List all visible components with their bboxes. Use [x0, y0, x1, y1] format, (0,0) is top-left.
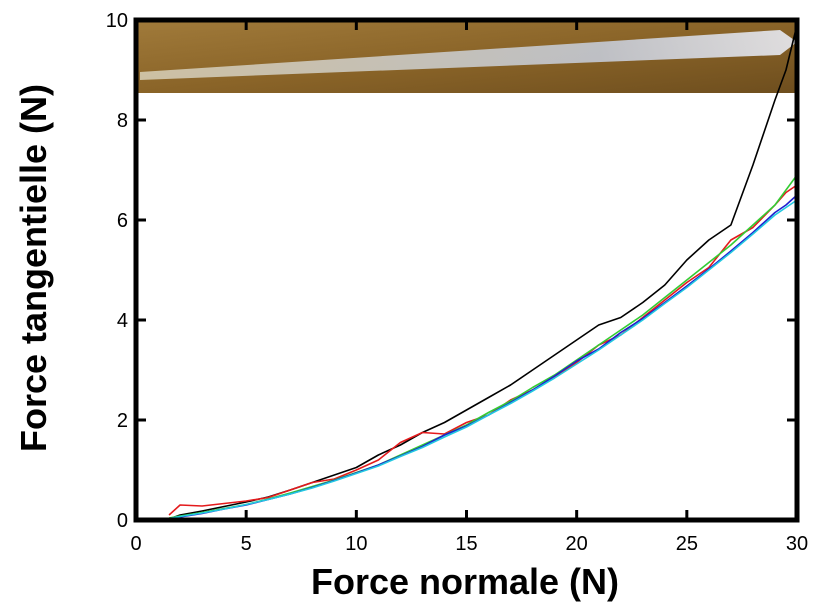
inset-photo: [136, 22, 797, 93]
y-tick-label: 4: [117, 310, 128, 332]
x-tick-label: 25: [676, 533, 698, 555]
x-tick-label: 10: [345, 533, 367, 555]
x-tick-label: 30: [786, 533, 808, 555]
series-line: [168, 194, 798, 520]
x-axis-title: Force normale (N): [311, 561, 619, 602]
series-line: [168, 184, 798, 516]
x-tick-label: 5: [241, 533, 252, 555]
series-line: [168, 174, 798, 519]
series-line: [168, 199, 798, 520]
y-tick-label: 10: [106, 10, 128, 32]
y-tick-label: 6: [117, 210, 128, 232]
y-tick-label: 2: [117, 410, 128, 432]
plot-frame: [133, 17, 800, 523]
x-tick-label: 0: [130, 533, 141, 555]
y-axis-title: Force tangentielle (N): [13, 84, 54, 452]
x-tick-label: 20: [566, 533, 588, 555]
y-tick-label: 8: [117, 110, 128, 132]
x-tick-label: 15: [455, 533, 477, 555]
y-tick-label: 0: [117, 510, 128, 532]
